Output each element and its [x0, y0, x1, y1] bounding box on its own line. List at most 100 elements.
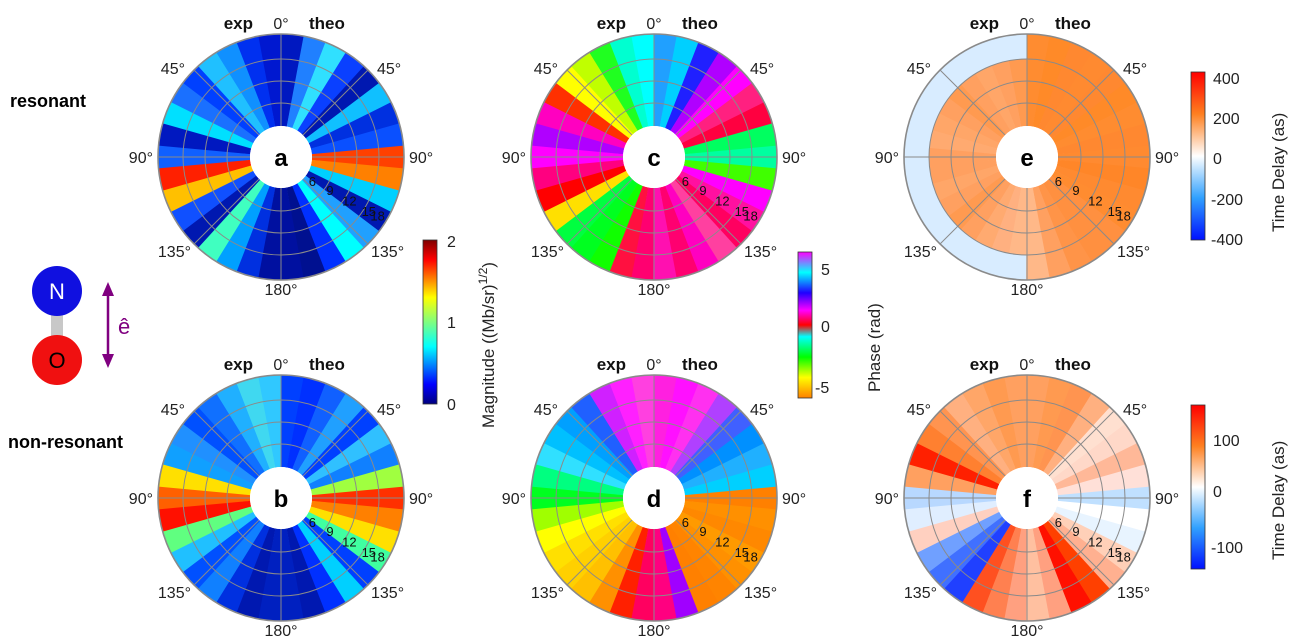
panel-angle-label: 45°: [161, 61, 185, 78]
panel-radial-tick: 18: [1116, 550, 1130, 565]
panel-angle-label: 135°: [904, 244, 937, 261]
colorbar-phase-tick-1: 0: [821, 319, 830, 336]
panel-radial-tick: 9: [326, 183, 333, 198]
panel-angle-label: 90°: [129, 491, 153, 508]
panel-radial-tick: 15: [362, 545, 376, 560]
panel-angle-label: 90°: [129, 150, 153, 167]
panel-angle-label: 180°: [1010, 282, 1043, 299]
panel-grid-spoke: [193, 178, 260, 245]
panel-angle-label: 45°: [377, 402, 401, 419]
colorbar-phase-tick-2: -5: [815, 380, 829, 397]
panel-radial-tick: 6: [682, 515, 689, 530]
panel-label-d: d: [647, 486, 662, 513]
panel-angle-label: 135°: [1117, 244, 1150, 261]
panel-angle-label: 90°: [875, 491, 899, 508]
panel-angle-label: 180°: [637, 282, 670, 299]
panel-radial-tick: 6: [682, 174, 689, 189]
panel-grid-spoke: [566, 519, 633, 586]
panel-grid-spoke: [302, 178, 369, 245]
panel-angle-label: 135°: [744, 244, 777, 261]
panel-angle-label: 90°: [782, 491, 806, 508]
panel-angle-label: 135°: [744, 585, 777, 602]
panel-angle-label: 45°: [377, 61, 401, 78]
panel-header-exp: exp: [970, 14, 999, 33]
panel-radial-tick: 15: [735, 204, 749, 219]
colorbar-magnitude-tick-0: 0: [447, 397, 456, 414]
panel-header-exp: exp: [224, 14, 253, 33]
oxygen-atom: [32, 335, 82, 385]
panel-grid-spoke: [939, 519, 1006, 586]
panel-radial-tick: 9: [326, 524, 333, 539]
panel-angle-label: 135°: [531, 585, 564, 602]
panel-angle-label: 135°: [531, 244, 564, 261]
panel-header-theo: theo: [309, 355, 345, 374]
panel-label-a: a: [274, 145, 288, 172]
panel-grid-spoke: [939, 69, 1006, 136]
panel-radial-tick: 9: [1072, 183, 1079, 198]
colorbar-delay-resonant-tick-0: 400: [1213, 71, 1240, 88]
colorbar-delay-nonresonant-tick-0: 100: [1213, 433, 1240, 450]
panel-grid-spoke: [193, 69, 260, 136]
panel-label-f: f: [1023, 486, 1032, 513]
panel-label-c: c: [647, 145, 660, 172]
panel-header-exp: exp: [597, 355, 626, 374]
panel-angle-label: 90°: [1155, 491, 1179, 508]
panel-header-theo: theo: [1055, 355, 1091, 374]
colorbar-phase-title: Phase (rad): [865, 303, 884, 392]
panel-radial-tick: 6: [1055, 515, 1062, 530]
colorbar-magnitude: 0 1 2 Magnitude ((Mb/sr)1/2): [422, 234, 498, 428]
colorbar-phase-tick-0: 5: [821, 262, 830, 279]
panel-grid-spoke: [1048, 519, 1115, 586]
colorbar-delay-nonresonant: 100 0 -100 Time Delay (as): [1190, 404, 1288, 570]
panel-angle-label: 135°: [371, 585, 404, 602]
panel-header-theo: theo: [309, 14, 345, 33]
polarization-arrow-head-down: [102, 354, 114, 368]
panel-angle-label: 45°: [750, 402, 774, 419]
panel-radial-tick: 18: [370, 550, 384, 565]
panel-header-zero: 0°: [273, 357, 288, 374]
panel-angle-label: 45°: [907, 61, 931, 78]
panel-header-exp: exp: [970, 355, 999, 374]
polar-panel-d: d exp 0° theo 45° 45° 90° 90° 135° 135° 180° 69 12 15…: [502, 355, 806, 640]
panel-radial-tick: 15: [735, 545, 749, 560]
panel-radial-tick: 18: [743, 550, 757, 565]
panel-grid-spoke: [1048, 410, 1115, 477]
panel-radial-tick: 12: [1088, 193, 1102, 208]
panel-radial-tick: 15: [1108, 204, 1122, 219]
polar-panel-c: c exp 0° theo 45° 45° 90° 90° 135° 135° 180° 69 12 15…: [502, 14, 806, 299]
panel-angle-label: 135°: [158, 585, 191, 602]
panel-angle-label: 180°: [264, 623, 297, 640]
panel-angle-label: 90°: [782, 150, 806, 167]
panel-header-zero: 0°: [646, 16, 661, 33]
panel-radial-tick: 12: [715, 534, 729, 549]
panel-angle-label: 45°: [750, 61, 774, 78]
colorbar-delay-resonant: 400 200 0 -200 -400 Time Delay (as): [1190, 71, 1288, 249]
panel-grid-spoke: [939, 410, 1006, 477]
panel-angle-label: 180°: [264, 282, 297, 299]
polarization-label: ê: [118, 314, 130, 339]
panel-angle-label: 90°: [409, 150, 433, 167]
panel-angle-label: 45°: [1123, 61, 1147, 78]
panel-angle-label: 45°: [161, 402, 185, 419]
panel-radial-tick: 9: [699, 524, 706, 539]
panel-grid-spoke: [675, 410, 742, 477]
molecule-diagram: N O ê: [32, 266, 130, 385]
colorbar-delay-nonresonant-tick-2: -100: [1211, 540, 1243, 557]
colorbar-delay-resonant-tick-4: -400: [1211, 232, 1243, 249]
panel-radial-tick: 18: [370, 209, 384, 224]
panel-header-theo: theo: [682, 355, 718, 374]
panel-grid-spoke: [566, 69, 633, 136]
panel-angle-label: 45°: [534, 402, 558, 419]
panel-header-zero: 0°: [1019, 357, 1034, 374]
panel-radial-tick: 12: [342, 193, 356, 208]
nitrogen-label: N: [49, 279, 65, 304]
colorbar-delay-resonant-tick-3: -200: [1211, 192, 1243, 209]
colorbar-delay-nonresonant-title: Time Delay (as): [1269, 441, 1288, 560]
panel-header-theo: theo: [1055, 14, 1091, 33]
panel-header-zero: 0°: [273, 16, 288, 33]
panel-radial-tick: 6: [309, 174, 316, 189]
nitrogen-atom: [32, 266, 82, 316]
panel-angle-label: 90°: [875, 150, 899, 167]
panel-radial-tick: 15: [1108, 545, 1122, 560]
